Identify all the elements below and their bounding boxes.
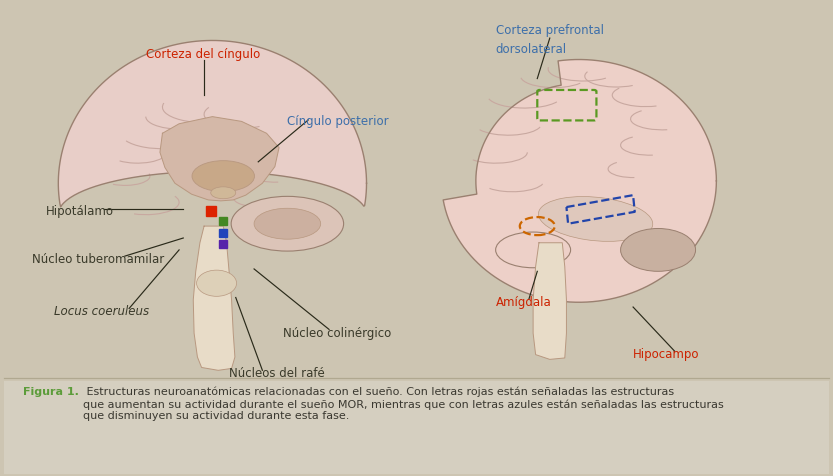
Polygon shape (160, 117, 279, 201)
Text: Núcleo colinérgico: Núcleo colinérgico (283, 327, 392, 340)
Ellipse shape (192, 161, 254, 192)
Text: Núcleo tuberomamilar: Núcleo tuberomamilar (32, 253, 164, 266)
Ellipse shape (496, 232, 571, 268)
Ellipse shape (621, 228, 696, 271)
Ellipse shape (211, 187, 236, 199)
Ellipse shape (538, 197, 653, 241)
Text: Estructuras neuroanatómicas relacionadas con el sueño. Con letras rojas están se: Estructuras neuroanatómicas relacionadas… (83, 387, 724, 421)
Polygon shape (533, 243, 566, 359)
Text: Corteza prefrontal: Corteza prefrontal (496, 24, 604, 38)
Polygon shape (58, 40, 367, 207)
Text: Hipocampo: Hipocampo (633, 348, 700, 361)
Ellipse shape (254, 208, 321, 239)
Text: Hipotálamo: Hipotálamo (46, 205, 114, 218)
Polygon shape (443, 60, 716, 302)
Text: Núcleos del rafé: Núcleos del rafé (229, 367, 325, 380)
Text: Figura 1.: Figura 1. (23, 387, 79, 397)
Ellipse shape (231, 197, 343, 251)
Text: Amígdala: Amígdala (496, 296, 551, 309)
Text: Cíngulo posterior: Cíngulo posterior (287, 115, 389, 128)
Bar (4, 381, 829, 474)
Text: Corteza del cíngulo: Corteza del cíngulo (146, 48, 260, 61)
Text: Locus coeruleus: Locus coeruleus (54, 305, 149, 318)
Polygon shape (193, 226, 235, 370)
Text: dorsolateral: dorsolateral (496, 43, 566, 57)
Ellipse shape (197, 270, 237, 296)
